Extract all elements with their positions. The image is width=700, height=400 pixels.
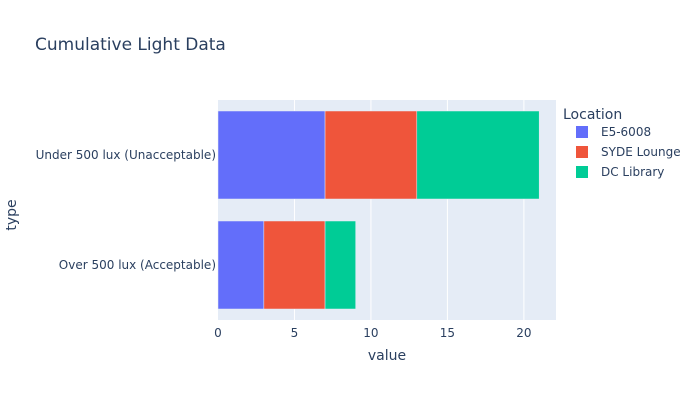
x-tick-label: 10 xyxy=(363,326,378,340)
chart-title: Cumulative Light Data xyxy=(35,35,226,55)
x-tick-label: 15 xyxy=(440,326,455,340)
legend-item-label: E5-6008 xyxy=(601,125,651,139)
bar-segment xyxy=(217,220,265,310)
y-tick-labels: Over 500 lux (Acceptable) Under 500 lux (… xyxy=(36,148,216,272)
x-tick-label: 5 xyxy=(291,326,299,340)
legend-swatch xyxy=(576,126,588,138)
y-tick-label: Over 500 lux (Acceptable) xyxy=(59,258,216,272)
legend-swatch xyxy=(576,166,588,178)
x-axis-title: value xyxy=(368,348,406,364)
y-tick-label: Under 500 lux (Unacceptable) xyxy=(36,148,216,162)
legend-item-label: SYDE Lounge xyxy=(601,145,681,159)
bar-segment xyxy=(324,220,356,310)
legend: E5-6008 SYDE Lounge DC Library xyxy=(576,125,681,179)
bar-segment xyxy=(263,220,326,310)
legend-title: Location xyxy=(563,107,622,123)
bar-segment xyxy=(416,110,540,200)
bar-segment xyxy=(324,110,418,200)
legend-swatch xyxy=(576,146,588,158)
x-tick-labels: 0 5 10 15 20 xyxy=(214,326,531,340)
y-axis-title: type xyxy=(4,199,20,230)
legend-item-label: DC Library xyxy=(601,165,664,179)
x-tick-label: 20 xyxy=(516,326,531,340)
bar-segment xyxy=(217,110,326,200)
x-tick-label: 0 xyxy=(214,326,222,340)
bars xyxy=(217,110,540,310)
